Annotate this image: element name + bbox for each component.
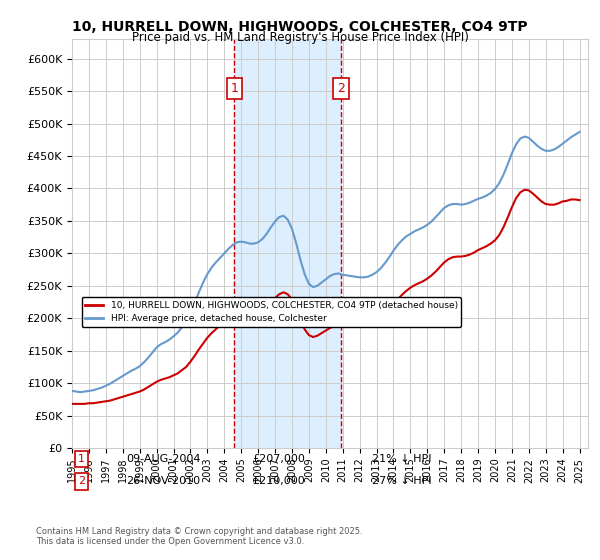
Text: 09-AUG-2004: 09-AUG-2004 [126, 454, 200, 464]
Legend: 10, HURRELL DOWN, HIGHWOODS, COLCHESTER, CO4 9TP (detached house), HPI: Average : 10, HURRELL DOWN, HIGHWOODS, COLCHESTER,… [82, 297, 461, 327]
Text: Contains HM Land Registry data © Crown copyright and database right 2025.
This d: Contains HM Land Registry data © Crown c… [36, 526, 362, 546]
Text: 1: 1 [230, 82, 238, 95]
Text: 2: 2 [78, 477, 85, 487]
Bar [235, 39, 341, 448]
Text: 27% ↓ HPI: 27% ↓ HPI [372, 477, 431, 487]
Text: 1: 1 [78, 454, 85, 464]
Text: £207,000: £207,000 [252, 454, 305, 464]
Text: 26-NOV-2010: 26-NOV-2010 [126, 477, 200, 487]
Text: 21% ↓ HPI: 21% ↓ HPI [372, 454, 431, 464]
Text: 2: 2 [337, 82, 345, 95]
Text: 10, HURRELL DOWN, HIGHWOODS, COLCHESTER, CO4 9TP: 10, HURRELL DOWN, HIGHWOODS, COLCHESTER,… [72, 20, 528, 34]
Text: Price paid vs. HM Land Registry's House Price Index (HPI): Price paid vs. HM Land Registry's House … [131, 31, 469, 44]
Text: £210,000: £210,000 [252, 477, 305, 487]
